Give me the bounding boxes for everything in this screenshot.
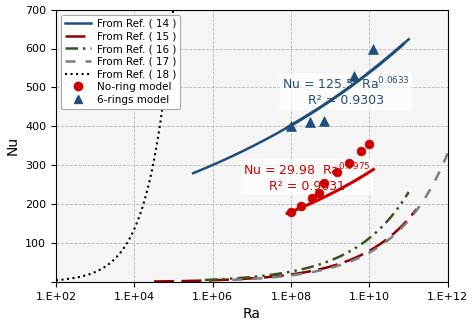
Point [320, 180, 328, 185]
Point [306, 119, 314, 124]
Point [345, 160, 353, 165]
Y-axis label: Nu: Nu [6, 136, 19, 155]
Point [350, 73, 358, 78]
Point [333, 169, 341, 175]
Point [357, 148, 365, 153]
Point [287, 124, 295, 129]
Point [315, 190, 322, 195]
Point [297, 204, 305, 209]
Legend: From Ref. ( 14 ), From Ref. ( 15 ), From Ref. ( 16 ), From Ref. ( 17 ), From Ref: From Ref. ( 14 ), From Ref. ( 15 ), From… [61, 15, 180, 109]
Point [287, 210, 295, 215]
Point [369, 46, 376, 51]
Point [366, 141, 374, 146]
Point [320, 118, 328, 123]
Text: Nu = 29.98  Ra$^{0.0975}$
R² = 0.9631: Nu = 29.98 Ra$^{0.0975}$ R² = 0.9631 [243, 161, 371, 193]
X-axis label: Ra: Ra [243, 307, 261, 321]
Point [309, 196, 316, 201]
Text: Nu = 125.5  Ra$^{0.0633}$
R² = 0.9303: Nu = 125.5 Ra$^{0.0633}$ R² = 0.9303 [282, 76, 410, 107]
